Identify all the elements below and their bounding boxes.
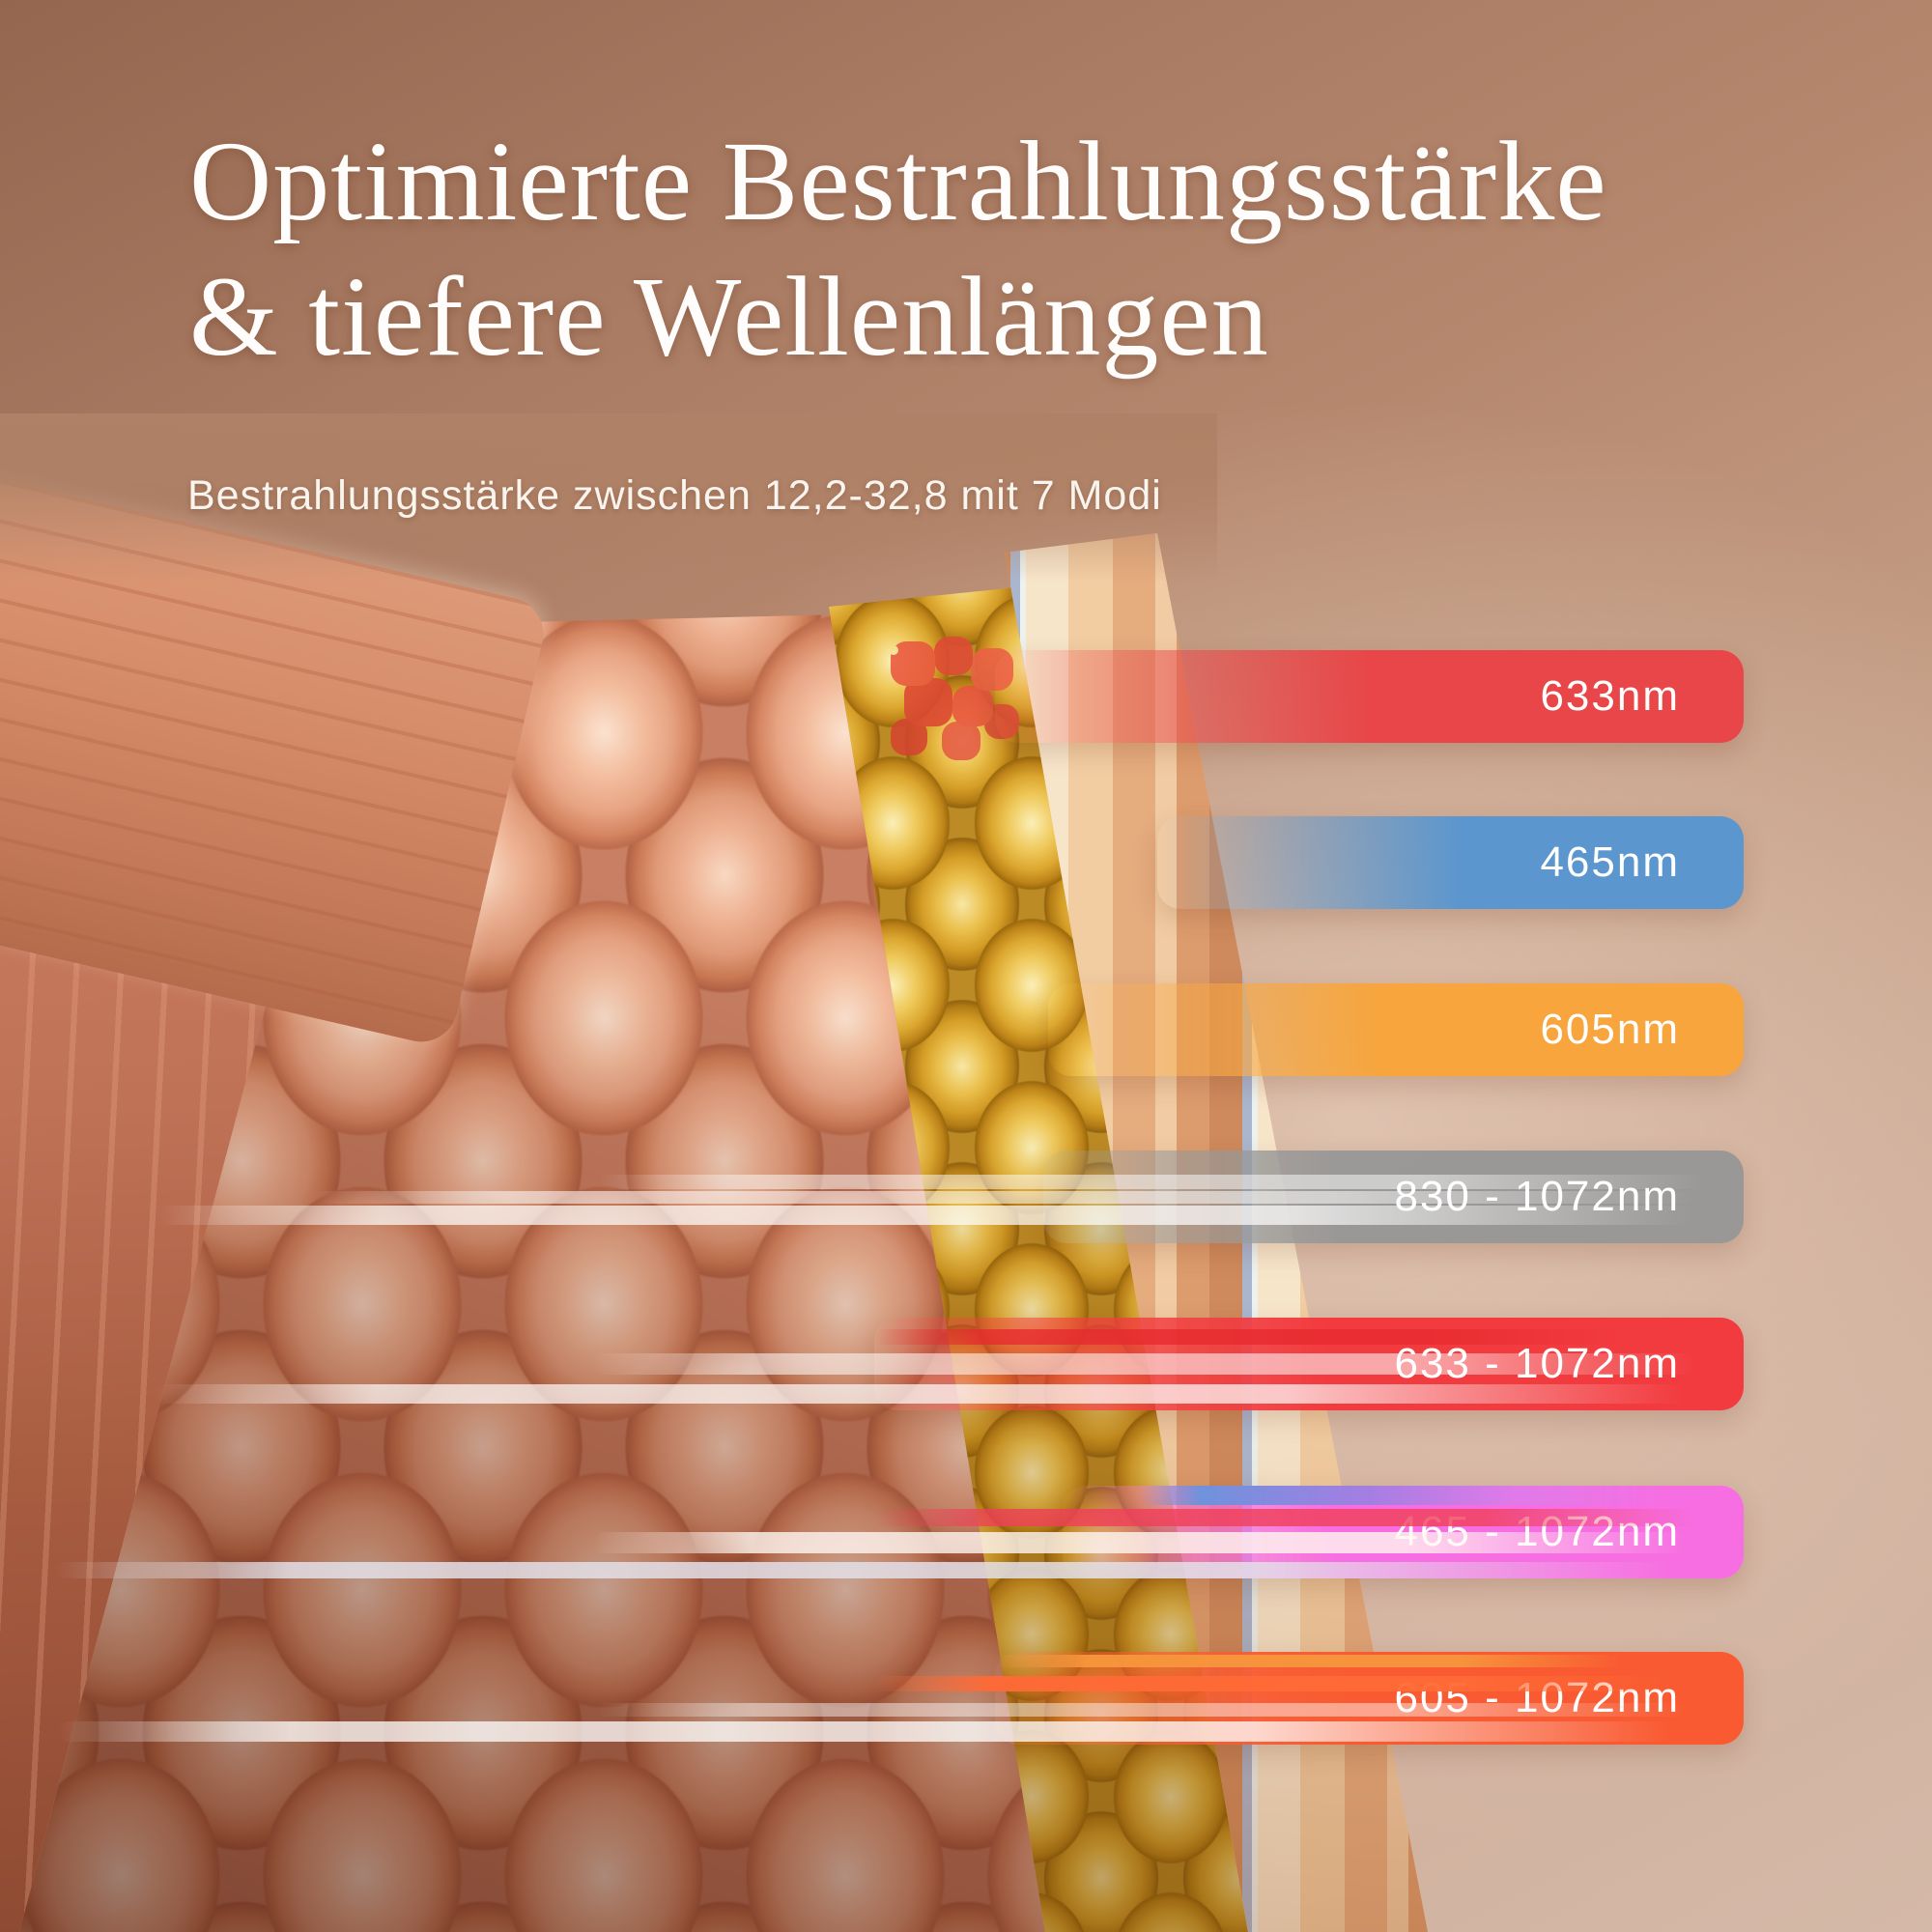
- light-beam: [874, 1329, 1642, 1345]
- page-title: Optimierte Bestrahlungsstärke & tiefere …: [189, 114, 1607, 384]
- light-beam: [155, 1384, 1729, 1404]
- light-beam: [56, 1562, 1719, 1578]
- wavelength-label: 633nm: [1540, 672, 1680, 720]
- light-beam: [995, 1655, 1642, 1667]
- light-beam: [159, 1206, 1739, 1225]
- light-beam: [597, 1703, 1719, 1717]
- light-beam: [312, 1191, 1739, 1204]
- capillary-cluster: [889, 645, 898, 655]
- light-beam: [874, 1676, 1700, 1691]
- illustration-top-fade: [0, 413, 1217, 582]
- wavelength-label: 465nm: [1540, 838, 1680, 886]
- wavelength-bar-633nm: 633nm: [995, 650, 1744, 743]
- wavelength-label: 605nm: [1540, 1006, 1680, 1053]
- light-beam: [1140, 1486, 1744, 1505]
- wavelength-bar-605nm: 605nm: [1048, 983, 1744, 1076]
- wavelength-bar-465nm: 465nm: [1157, 816, 1744, 909]
- light-beam: [58, 1721, 1719, 1742]
- light-beam: [599, 1175, 1739, 1189]
- title-line-1: Optimierte Bestrahlungsstärke: [189, 118, 1607, 244]
- light-beam: [593, 1532, 1719, 1553]
- light-beam: [593, 1353, 1729, 1375]
- title-line-2: & tiefere Wellenlängen: [189, 253, 1269, 380]
- page-subtitle: Bestrahlungsstärke zwischen 12,2-32,8 mi…: [187, 472, 1162, 519]
- light-beam: [874, 1509, 1719, 1526]
